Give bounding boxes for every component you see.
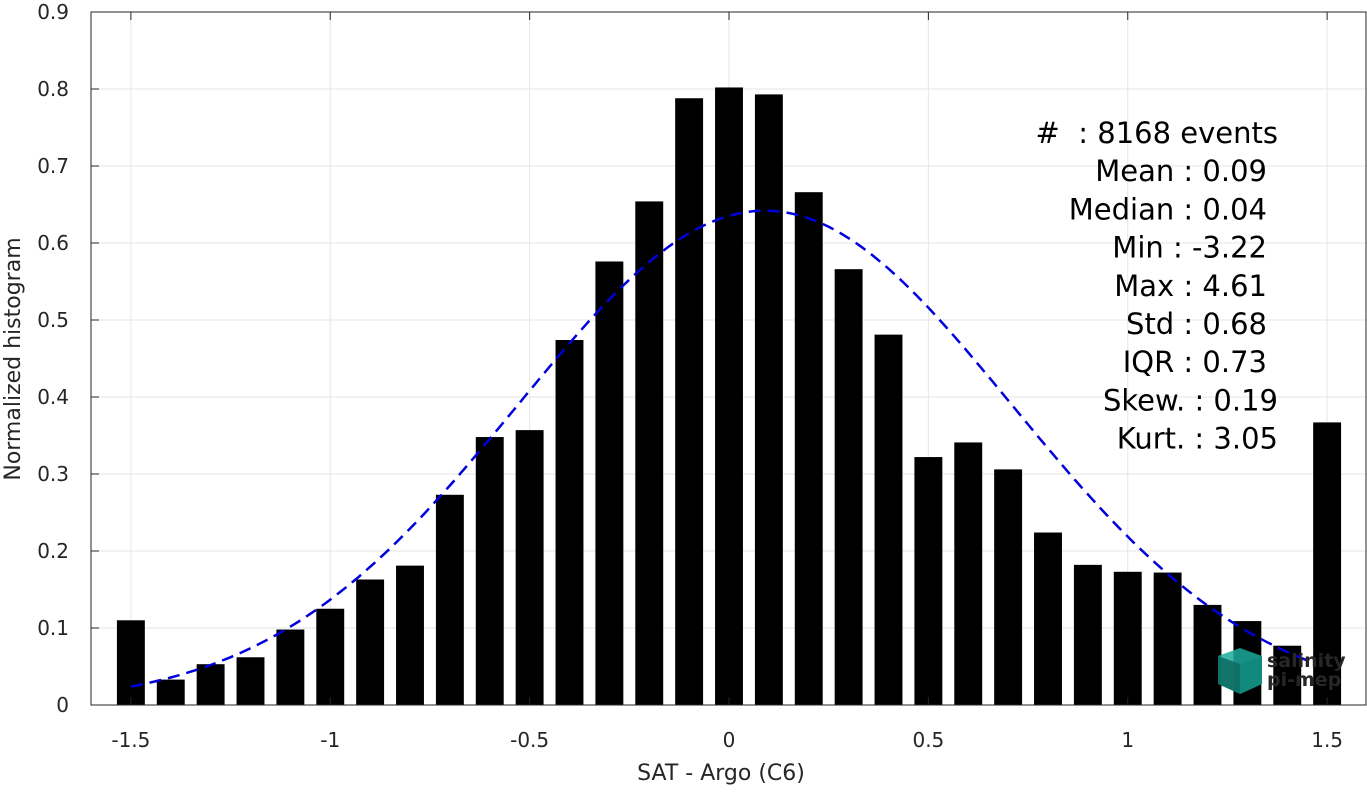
- stats-annotation: # : 8168 events Mean : 0.09 Median : 0.04 M…: [1036, 116, 1278, 456]
- histogram-bar: [475, 437, 504, 705]
- y-tick-label: 0.4: [37, 385, 69, 409]
- bars-layer: [116, 87, 1342, 706]
- stats-line: Median : 0.04: [1069, 192, 1267, 226]
- logo-cube-icon: [1218, 648, 1262, 694]
- salinity-pimep-logo: salinity pi-mep: [1218, 648, 1346, 694]
- histogram-bar: [276, 629, 305, 705]
- y-tick-label: 0.9: [37, 0, 69, 24]
- y-axis-title: Normalized histogram: [1, 237, 26, 480]
- histogram-bar: [1313, 422, 1342, 705]
- histogram-bar: [1113, 571, 1142, 705]
- tick-labels-layer: -1.5 -1 -0.5 0 0.5 1 1.5 0 0.1 0.2 0.3 0.4 0.5 0.6 0.7…: [37, 0, 1343, 752]
- x-tick-label: -0.5: [510, 728, 549, 752]
- y-tick-label: 0.3: [37, 462, 69, 486]
- histogram-bar: [156, 679, 185, 705]
- axes-layer: [90, 11, 1367, 706]
- histogram-bar: [316, 608, 345, 705]
- x-tick-label: 0: [723, 728, 736, 752]
- y-tick-label: 0.1: [37, 616, 69, 640]
- histogram-bar: [236, 657, 265, 705]
- histogram-bar: [994, 469, 1023, 705]
- histogram-bar: [715, 87, 743, 705]
- histogram-bar: [834, 269, 863, 705]
- x-tick-label: 0.5: [912, 728, 944, 752]
- histogram-bar: [555, 340, 584, 705]
- histogram-bar: [196, 664, 225, 705]
- stats-line: IQR : 0.73: [1123, 345, 1267, 379]
- y-tick-label: 0.8: [37, 77, 69, 101]
- histogram-bar: [1193, 604, 1222, 705]
- histogram-bar: [595, 261, 624, 705]
- stats-line: Min : -3.22: [1112, 231, 1267, 265]
- histogram-bar: [1073, 564, 1102, 705]
- y-tick-label: 0: [56, 693, 69, 717]
- histogram-bar: [1034, 532, 1062, 705]
- stats-line: Skew. : 0.19: [1103, 383, 1278, 417]
- histogram-bar: [435, 494, 464, 705]
- stats-line: # : 8168 events: [1036, 116, 1278, 150]
- histogram-bar: [874, 334, 903, 705]
- x-tick-label: -1: [320, 728, 340, 752]
- y-tick-label: 0.5: [37, 308, 69, 332]
- y-tick-label: 0.2: [37, 539, 69, 563]
- histogram-bar: [1153, 572, 1182, 705]
- stats-line: Max : 4.61: [1114, 269, 1267, 303]
- histogram-bar: [914, 457, 943, 705]
- fit-curve-layer: [130, 209, 1308, 688]
- histogram-bar: [675, 98, 704, 706]
- histogram-bar: [754, 94, 783, 705]
- logo-line1: salinity: [1267, 650, 1346, 672]
- gaussian-fit-line: [130, 209, 1308, 688]
- histogram-bar: [356, 579, 385, 705]
- histogram-bar: [116, 620, 145, 705]
- histogram-bar: [515, 430, 544, 705]
- x-tick-label: 1.5: [1311, 728, 1343, 752]
- y-tick-label: 0.6: [37, 231, 69, 255]
- x-axis-title: SAT - Argo (C6): [637, 761, 805, 786]
- stats-line: Mean : 0.09: [1095, 154, 1267, 188]
- y-tick-label: 0.7: [37, 154, 69, 178]
- x-tick-label: 1: [1121, 728, 1134, 752]
- histogram-bar: [954, 442, 983, 705]
- histogram-bar: [396, 565, 424, 705]
- stats-line: Kurt. : 3.05: [1117, 422, 1278, 456]
- histogram-bar: [794, 192, 823, 705]
- histogram-bar: [635, 201, 664, 706]
- logo-line2: pi-mep: [1267, 669, 1341, 691]
- x-tick-label: -1.5: [111, 728, 150, 752]
- stats-line: Std : 0.68: [1126, 307, 1267, 341]
